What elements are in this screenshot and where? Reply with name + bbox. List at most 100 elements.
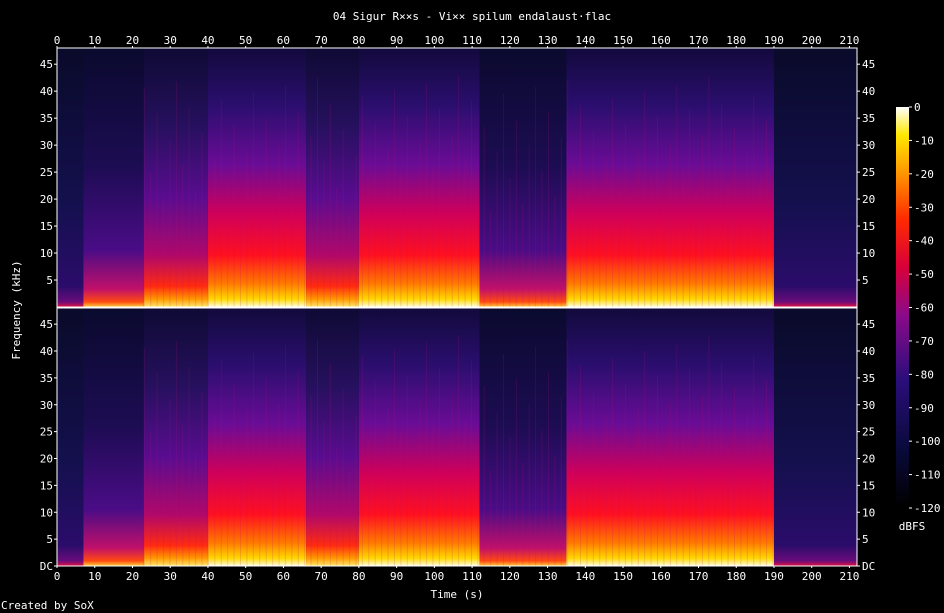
transient-streak <box>400 433 402 566</box>
x-tick-label: 200 <box>802 570 822 583</box>
y-tick-label: 20 <box>40 453 53 466</box>
transient-streak <box>682 167 684 307</box>
transient-streak <box>740 471 742 566</box>
y-tick-label: 20 <box>862 193 875 206</box>
transient-streak <box>695 193 697 307</box>
transient-streak <box>766 120 768 307</box>
spectrogram-segment <box>57 48 84 307</box>
transient-streak <box>406 374 408 566</box>
spectrogram-panels <box>56 47 858 567</box>
transient-streak <box>182 165 184 307</box>
transient-streak <box>259 176 261 307</box>
x-tick-label: 60 <box>277 570 290 583</box>
transient-streak <box>349 213 351 307</box>
transient-streak <box>599 214 601 307</box>
transient-streak <box>733 128 735 307</box>
x-tick-label: 140 <box>575 570 595 583</box>
spectrogram-segment <box>479 308 567 566</box>
x-tick-label: 40 <box>201 34 214 47</box>
transient-streak <box>605 156 607 307</box>
colorbar: 0 -10 -20 -30 -40 -50 -60 -70 -80 -90 -100 -110 -120 <box>896 101 941 515</box>
transient-streak <box>605 416 607 566</box>
colorbar-tick-label: -80 <box>914 368 934 381</box>
transient-streak <box>272 461 274 566</box>
transient-streak <box>297 110 299 307</box>
transient-streak <box>355 155 357 307</box>
transient-streak <box>669 142 671 307</box>
x-tick-label: 190 <box>764 570 784 583</box>
x-axis-label: Time (s) <box>431 588 484 601</box>
y-axis-ticks: 5 5 10 10 15 15 20 20 25 25 30 30 35 35 40 40 45 45 DC DC 5 5… <box>40 58 876 573</box>
x-tick-label: 80 <box>352 34 365 47</box>
transient-streak <box>701 394 703 566</box>
transient-streak <box>163 457 165 566</box>
colorbar-tick-label: -70 <box>914 335 934 348</box>
transient-streak <box>657 116 658 307</box>
transient-streak <box>336 187 338 307</box>
colorbar-tick-label: -40 <box>914 235 934 248</box>
x-tick-label: 130 <box>538 570 558 583</box>
transient-streak <box>458 75 460 308</box>
spectrogram-segment <box>773 308 857 566</box>
x-tick-label: 100 <box>424 34 444 47</box>
y-tick-label: DC <box>862 560 875 573</box>
transient-streak <box>727 445 729 566</box>
transient-streak <box>470 100 472 307</box>
x-tick-label: 80 <box>352 570 365 583</box>
transient-streak <box>470 360 472 566</box>
transient-streak <box>714 420 716 566</box>
x-tick-label: 180 <box>726 34 746 47</box>
y-tick-label: 5 <box>46 533 53 546</box>
spectrogram-segment <box>207 308 307 566</box>
x-tick-label: 110 <box>462 570 482 583</box>
transient-streak <box>746 413 748 566</box>
x-tick-label: 140 <box>575 34 595 47</box>
transient-streak <box>175 81 177 308</box>
transient-streak <box>297 370 299 566</box>
transient-streak <box>689 109 691 307</box>
transient-streak <box>766 380 768 566</box>
transient-streak <box>503 93 505 307</box>
transient-streak <box>676 83 678 308</box>
transient-streak <box>368 180 370 307</box>
x-tick-label: 210 <box>840 34 860 47</box>
transient-streak <box>663 460 665 566</box>
transient-streak <box>567 79 569 308</box>
transient-streak <box>560 138 562 307</box>
transient-streak <box>580 105 582 307</box>
transient-streak <box>182 424 184 566</box>
transient-streak <box>586 448 588 566</box>
transient-streak <box>438 108 440 307</box>
spectrogram-segment <box>83 308 144 566</box>
y-tick-label: 40 <box>40 85 53 98</box>
y-tick-label: 25 <box>40 166 53 179</box>
transient-streak <box>169 399 171 566</box>
x-tick-label: 150 <box>613 34 633 47</box>
spectrogram-segment <box>143 308 208 566</box>
y-tick-label: 35 <box>862 372 875 385</box>
y-tick-label: 15 <box>862 220 875 233</box>
y-tick-label: 10 <box>40 247 53 260</box>
spectrogram-segment <box>358 48 480 307</box>
transient-streak <box>637 149 639 307</box>
transient-streak <box>759 179 761 307</box>
transient-streak <box>342 129 344 307</box>
transient-streak <box>227 183 229 307</box>
y-tick-label: 30 <box>40 399 53 412</box>
transient-streak <box>637 409 639 566</box>
transient-streak <box>515 119 517 307</box>
y-tick-label: 5 <box>46 274 53 287</box>
transient-streak <box>580 365 582 566</box>
footer-credit: Created by SoX <box>1 599 94 612</box>
transient-streak <box>618 441 620 566</box>
colorbar-tick-label: -110 <box>914 469 941 482</box>
transient-streak <box>317 338 318 566</box>
transient-streak <box>207 216 209 307</box>
y-tick-label: 25 <box>862 426 875 439</box>
transient-streak <box>464 418 466 566</box>
transient-streak <box>252 352 254 566</box>
x-tick-label: 170 <box>689 34 709 47</box>
y-tick-label: 45 <box>40 318 53 331</box>
transient-streak <box>676 343 678 566</box>
transient-streak <box>445 192 447 307</box>
